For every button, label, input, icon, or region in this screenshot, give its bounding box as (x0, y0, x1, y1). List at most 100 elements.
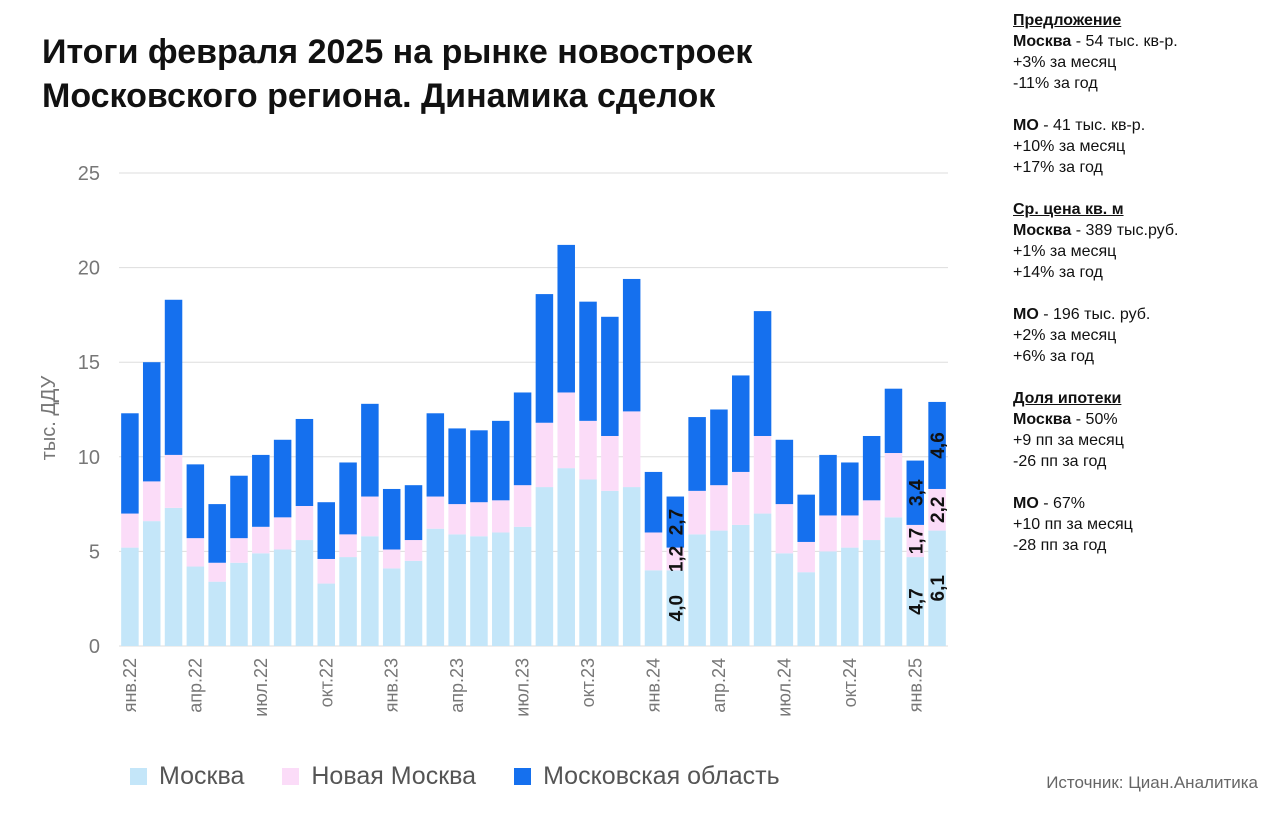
mortgage-moscow-year: -26 пп за год (1013, 453, 1107, 470)
bar-segment-series-1 (644, 532, 663, 571)
bar-segment-series-2 (841, 462, 859, 516)
legend-item-moscow: Москва (130, 762, 244, 791)
bar-segment-series-0 (884, 517, 903, 646)
bar-segment-series-1 (710, 485, 728, 531)
price-mo-month: +2% за месяц (1013, 327, 1117, 344)
data-label: 1,7 (906, 528, 927, 554)
mortgage-moscow-month: +9 пп за месяц (1013, 432, 1124, 449)
bar-segment-series-2 (513, 392, 532, 486)
mortgage-mo-block: МО - 67% +10 пп за месяц -28 пп за год (1013, 493, 1273, 556)
bar-segment-series-2 (753, 311, 772, 436)
bar-segment-series-1 (186, 538, 205, 567)
title-line-1: Итоги февраля 2025 на рынке новостроек (42, 33, 753, 71)
bar-segment-series-1 (797, 541, 815, 573)
bar-segment-series-2 (252, 454, 270, 527)
price-moscow-line: Москва - 389 тыс.руб. (1013, 220, 1273, 241)
bar-segment-series-1 (775, 504, 794, 554)
bar-segment-series-2 (710, 409, 728, 486)
bars (121, 244, 946, 646)
bar-segment-series-0 (688, 534, 706, 646)
y-tick-label: 5 (89, 541, 100, 563)
bar-segment-series-2 (208, 504, 226, 563)
bar-segment-series-0 (579, 479, 597, 646)
x-tick-label: янв.23 (382, 658, 402, 712)
bar-segment-series-2 (230, 475, 248, 539)
x-tick-label: окт.24 (840, 658, 860, 707)
x-tick-label: июл.24 (774, 658, 794, 717)
price-moscow-name: Москва (1013, 222, 1072, 239)
bar-segment-series-2 (317, 502, 335, 559)
bar-segment-series-0 (252, 553, 270, 646)
bar-segment-series-0 (710, 530, 728, 646)
bar-segment-series-0 (208, 581, 226, 646)
offer-block: Предложение Москва - 54 тыс. кв-р. +3% з… (1013, 10, 1273, 94)
bar-segment-series-2 (492, 420, 510, 501)
bar-segment-series-1 (492, 500, 510, 533)
data-label: 4,0 (666, 595, 687, 621)
legend-item-new-moscow: Новая Москва (282, 762, 476, 791)
bar-segment-series-0 (382, 568, 401, 646)
mortgage-moscow-line: Москва - 50% (1013, 409, 1273, 430)
bar-segment-series-0 (928, 530, 946, 646)
price-title: Ср. цена кв. м (1013, 201, 1124, 218)
chart-title: Итоги февраля 2025 на рынке новостроек М… (42, 30, 942, 118)
bar-segment-series-0 (142, 521, 161, 646)
bar-segment-series-1 (819, 515, 837, 552)
bar-segment-series-1 (230, 538, 248, 563)
bar-segment-series-1 (601, 435, 619, 491)
y-tick-label: 10 (78, 447, 100, 469)
bar-segment-series-1 (841, 515, 859, 548)
data-label: 2,7 (666, 509, 687, 535)
bar-segment-series-0 (535, 487, 554, 646)
price-mo-line: МО - 196 тыс. руб. (1013, 304, 1273, 325)
x-tick-label: июл.23 (513, 658, 533, 717)
mortgage-mo-year: -28 пп за год (1013, 537, 1107, 554)
bar-segment-series-0 (862, 540, 881, 646)
legend-swatch-mo (514, 767, 532, 785)
bar-segment-series-2 (535, 294, 554, 423)
side-panel: Предложение Москва - 54 тыс. кв-р. +3% з… (1013, 10, 1273, 577)
bar-segment-series-2 (295, 418, 314, 506)
mortgage-mo-value: - 67% (1038, 495, 1086, 512)
chart-legend: Москва Новая Москва Московская область (130, 760, 818, 792)
price-mo-name: МО (1013, 306, 1039, 323)
bar-segment-series-1 (295, 505, 314, 541)
bar-segment-series-1 (579, 420, 597, 480)
bar-segment-series-1 (382, 549, 401, 569)
bar-segment-series-0 (448, 534, 466, 646)
bar-segment-series-0 (601, 490, 619, 646)
offer-mo-block: МО - 41 тыс. кв-р. +10% за месяц +17% за… (1013, 115, 1273, 178)
mortgage-moscow-value: - 50% (1071, 411, 1118, 428)
bar-segment-series-2 (622, 278, 641, 412)
bar-segment-series-1 (928, 488, 946, 531)
mortgage-mo-line: МО - 67% (1013, 493, 1273, 514)
data-labels: 4,0 4,76,1 1,2 1,72,2 2,7 3,44,6 (666, 432, 949, 621)
x-tick-label: янв.25 (905, 658, 925, 712)
offer-moscow-year: -11% за год (1013, 75, 1098, 92)
y-axis-label: тыс. ДДУ (38, 375, 60, 460)
bar-segment-series-0 (295, 540, 314, 646)
bar-segment-series-2 (884, 388, 903, 454)
offer-moscow-value: - 54 тыс. кв-р. (1071, 33, 1178, 50)
x-tick-label: янв.24 (643, 658, 663, 712)
bar-segment-series-1 (448, 504, 466, 535)
x-axis-ticks: янв.22 апр.22 июл.22 окт.22 янв.23 апр.23 июл.… (120, 658, 925, 717)
bar-segment-series-1 (666, 547, 685, 571)
bar-segment-series-0 (121, 547, 139, 646)
bar-segment-series-2 (121, 413, 139, 514)
bar-segment-series-2 (339, 462, 357, 535)
offer-moscow-name: Москва (1013, 33, 1072, 50)
offer-mo-year: +17% за год (1013, 159, 1103, 176)
price-block: Ср. цена кв. м Москва - 389 тыс.руб. +1%… (1013, 199, 1273, 283)
legend-label-mo: Московская область (543, 761, 780, 790)
bar-segment-series-0 (186, 566, 205, 646)
bar-segment-series-0 (513, 526, 532, 646)
bar-segment-series-2 (862, 435, 881, 501)
bar-segment-series-1 (252, 526, 270, 554)
data-label: 2,2 (928, 497, 949, 523)
mortgage-moscow-name: Москва (1013, 411, 1072, 428)
bar-segment-series-2 (775, 439, 794, 505)
y-tick-label: 25 (78, 163, 100, 185)
legend-swatch-new-moscow (282, 767, 300, 785)
